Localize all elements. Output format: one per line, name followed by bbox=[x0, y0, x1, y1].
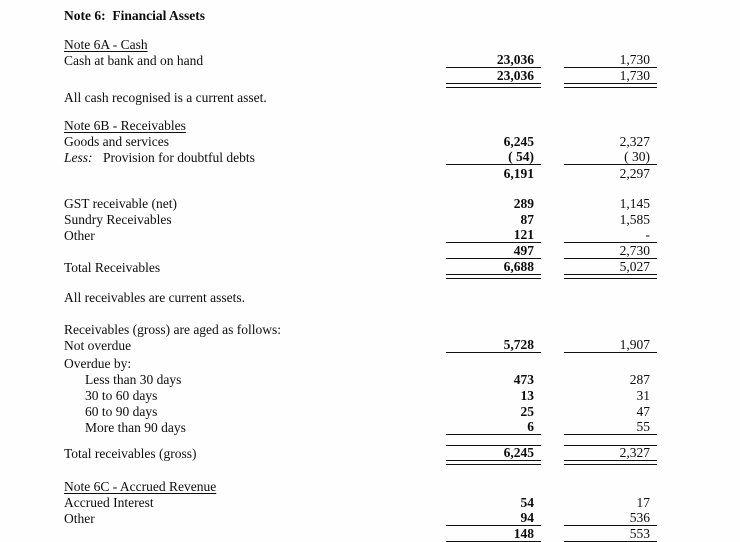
table-row: Other 121 - bbox=[64, 227, 657, 243]
value-current-year: 13 bbox=[520, 388, 535, 403]
row-label: All cash recognised is a current asset. bbox=[64, 90, 267, 105]
value-current-year: 6,245 bbox=[446, 445, 541, 465]
row-label: All receivables are current assets. bbox=[64, 290, 246, 305]
value-prior-year: 287 bbox=[629, 372, 650, 387]
row-label: Sundry Receivables bbox=[64, 212, 172, 227]
value-prior-year: 55 bbox=[564, 419, 657, 435]
table-row: Less than 30 days 473 287 bbox=[64, 371, 657, 387]
table-row: Not overdue 5,728 1,907 bbox=[64, 337, 657, 353]
value-prior-year: 1,585 bbox=[619, 212, 650, 227]
row-label: Total receivables (gross) bbox=[64, 446, 197, 461]
value-prior-year: 1,145 bbox=[619, 196, 650, 211]
spacer bbox=[64, 181, 657, 195]
value-prior-year: 5,027 bbox=[564, 259, 657, 279]
table-row: Other 94 536 bbox=[64, 510, 657, 526]
value-current-year: 5,728 bbox=[446, 337, 541, 353]
row-label: More than 90 days bbox=[85, 420, 186, 435]
table-row: 6,191 2,297 bbox=[64, 165, 657, 181]
value-current-year: 23,036 bbox=[446, 68, 541, 88]
section-header-label: Note 6B - Receivables bbox=[64, 118, 657, 133]
value-current-year: 289 bbox=[513, 196, 534, 211]
table-row: More than 90 days 6 55 bbox=[64, 419, 657, 435]
table-row: Sundry Receivables 87 1,585 bbox=[64, 211, 657, 227]
value-current-year: 6 bbox=[446, 419, 541, 435]
section-header-row: Note 6B - Receivables bbox=[64, 117, 657, 133]
value-prior-year: 553 bbox=[564, 526, 657, 542]
table-row: 23,036 1,730 bbox=[64, 68, 657, 88]
section-header-row: Note 6C - Accrued Revenue bbox=[64, 478, 657, 494]
value-current-year: 148 bbox=[446, 526, 541, 542]
section-header-label: Note 6A - Cash bbox=[64, 37, 657, 52]
value-prior-year: 1,730 bbox=[564, 68, 657, 88]
section-header-row: Note 6A - Cash bbox=[64, 36, 657, 52]
value-current-year: 473 bbox=[513, 372, 534, 387]
spacer bbox=[64, 24, 657, 36]
row-label: 60 to 90 days bbox=[85, 404, 158, 419]
row-label-text: Provision for doubtful debts bbox=[103, 150, 255, 165]
row-label: 30 to 60 days bbox=[85, 388, 158, 403]
row-label: GST receivable (net) bbox=[64, 196, 177, 211]
spacer bbox=[64, 105, 657, 117]
value-prior-year: 2,730 bbox=[564, 243, 657, 259]
row-label: Not overdue bbox=[64, 338, 132, 353]
value-prior-year: 47 bbox=[636, 404, 651, 419]
value-prior-year: 2,327 bbox=[564, 445, 657, 465]
spacer bbox=[64, 305, 657, 321]
value-prior-year: 17 bbox=[636, 495, 651, 510]
row-label: Other bbox=[64, 228, 95, 243]
value-current-year: 6,245 bbox=[503, 134, 534, 149]
table-row: 148 553 bbox=[64, 526, 657, 542]
value-prior-year: 1,907 bbox=[564, 337, 657, 353]
note-text-row: Receivables (gross) are aged as follows: bbox=[64, 321, 657, 337]
section-header-label: Note 6C - Accrued Revenue bbox=[64, 479, 657, 494]
section-header-text: Note 6A - Cash bbox=[64, 37, 148, 52]
spacer bbox=[64, 435, 657, 445]
row-label: Total Receivables bbox=[64, 260, 161, 275]
table-row: Accrued Interest 54 17 bbox=[64, 494, 657, 510]
table-row: Total receivables (gross) 6,245 2,327 bbox=[64, 445, 657, 465]
value-current-year: ( 54) bbox=[446, 149, 541, 165]
table-row: 60 to 90 days 25 47 bbox=[64, 403, 657, 419]
value-current-year: 23,036 bbox=[446, 52, 541, 68]
note-title: Note 6: Financial Assets bbox=[64, 8, 205, 23]
value-current-year: 94 bbox=[446, 510, 541, 526]
value-current-year: 497 bbox=[446, 243, 541, 259]
value-prior-year: 1,730 bbox=[564, 52, 657, 68]
note-text-row: Overdue by: bbox=[64, 355, 657, 371]
row-label: Goods and services bbox=[64, 134, 169, 149]
row-label: Overdue by: bbox=[64, 356, 132, 371]
note-table: Note 6A - Cash Cash at bank and on hand 23… bbox=[64, 24, 657, 542]
section-header-text: Note 6C - Accrued Revenue bbox=[64, 479, 217, 494]
value-prior-year: - bbox=[564, 227, 657, 243]
value-current-year: 54 bbox=[520, 495, 535, 510]
value-prior-year: ( 30) bbox=[564, 149, 657, 165]
value-prior-year: 536 bbox=[564, 510, 657, 526]
row-label: Receivables (gross) are aged as follows: bbox=[64, 322, 282, 337]
row-label: Cash at bank and on hand bbox=[64, 53, 204, 68]
value-prior-year: 2,327 bbox=[619, 134, 650, 149]
table-row: 497 2,730 bbox=[64, 243, 657, 259]
row-label: Accrued Interest bbox=[64, 495, 154, 510]
value-current-year: 87 bbox=[520, 212, 535, 227]
note-text-row: All receivables are current assets. bbox=[64, 289, 657, 305]
table-row: Less: Provision for doubtful debts ( 54) ( … bbox=[64, 149, 657, 165]
table-row: Goods and services 6,245 2,327 bbox=[64, 133, 657, 149]
table-row: Cash at bank and on hand 23,036 1,730 bbox=[64, 52, 657, 68]
row-label: Less: Provision for doubtful debts bbox=[64, 150, 446, 165]
table-row: GST receivable (net) 289 1,145 bbox=[64, 195, 657, 211]
row-label: Other bbox=[64, 511, 95, 526]
section-header-text: Note 6B - Receivables bbox=[64, 118, 186, 133]
less-prefix: Less: bbox=[64, 150, 93, 165]
table-row: 30 to 60 days 13 31 bbox=[64, 387, 657, 403]
value-prior-year: 31 bbox=[636, 388, 651, 403]
row-label: Less than 30 days bbox=[85, 372, 182, 387]
value-prior-year: 2,297 bbox=[619, 166, 650, 181]
value-current-year: 121 bbox=[446, 227, 541, 243]
value-current-year: 6,688 bbox=[446, 259, 541, 279]
note-text-row: All cash recognised is a current asset. bbox=[64, 89, 657, 105]
value-current-year: 25 bbox=[520, 404, 535, 419]
value-current-year: 6,191 bbox=[503, 166, 534, 181]
table-row: Total Receivables 6,688 5,027 bbox=[64, 259, 657, 279]
